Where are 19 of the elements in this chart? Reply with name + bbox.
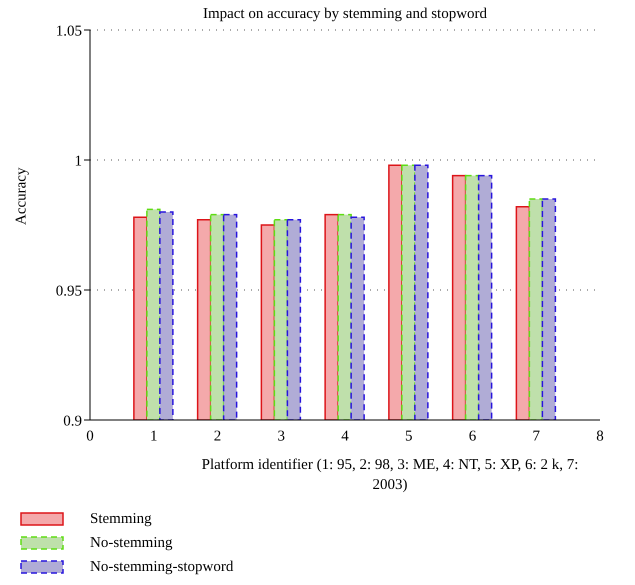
x-tick-label: 0 bbox=[86, 428, 94, 445]
y-tick-label: 1.05 bbox=[56, 23, 82, 40]
y-axis-title: Accuracy bbox=[13, 167, 30, 225]
x-tick-label: 8 bbox=[596, 428, 604, 445]
y-tick-label: 1 bbox=[74, 153, 82, 170]
chart-title: Impact on accuracy by stemming and stopword bbox=[202, 6, 488, 23]
x-axis-title: Platform identifier (1: 95, 2: 98, 3: ME, 4: NT, 5: XP, 6: 2 k, 7: 2003) bbox=[200, 456, 580, 495]
legend-label: No-stemming-stopword bbox=[90, 558, 234, 576]
x-tick-label: 7 bbox=[532, 428, 540, 445]
y-tick-label: 0.95 bbox=[56, 283, 82, 300]
legend-label: No-stemming bbox=[90, 534, 172, 552]
x-tick-label: 2 bbox=[214, 428, 222, 445]
x-tick-label: 4 bbox=[341, 428, 350, 445]
x-tick-label: 3 bbox=[278, 428, 285, 445]
y-tick-label: 0.9 bbox=[63, 413, 82, 430]
x-tick-label: 6 bbox=[468, 428, 477, 445]
x-tick-label: 1 bbox=[150, 428, 158, 445]
x-tick-label: 5 bbox=[405, 428, 412, 445]
legend-label: Stemming bbox=[90, 510, 152, 528]
